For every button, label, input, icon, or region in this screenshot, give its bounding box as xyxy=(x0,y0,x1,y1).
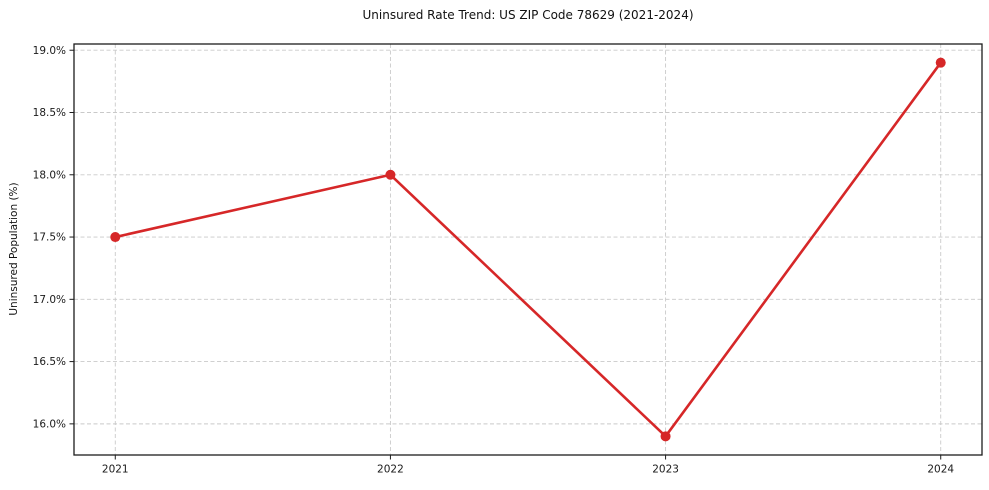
chart-title: Uninsured Rate Trend: US ZIP Code 78629 … xyxy=(362,8,694,22)
data-point-2023 xyxy=(660,431,671,442)
y-tick-label: 17.5% xyxy=(33,232,66,244)
data-point-2022 xyxy=(385,169,396,180)
trend-line xyxy=(113,61,943,438)
y-tick-label: 17.0% xyxy=(33,294,66,306)
x-tick-label: 2022 xyxy=(377,464,404,476)
x-tick-label: 2021 xyxy=(102,464,129,476)
plot-border xyxy=(73,43,983,456)
y-tick-label: 18.5% xyxy=(33,107,66,119)
y-tick-label: 16.5% xyxy=(33,356,66,368)
x-tick-label: 2023 xyxy=(652,464,679,476)
x-tick-label: 2024 xyxy=(927,464,954,476)
data-point-2021 xyxy=(110,232,121,243)
y-tick-label: 16.0% xyxy=(33,418,66,430)
y-tick-label: 19.0% xyxy=(33,45,66,57)
data-point-2024 xyxy=(935,57,946,68)
y-tick-label: 18.0% xyxy=(33,169,66,181)
